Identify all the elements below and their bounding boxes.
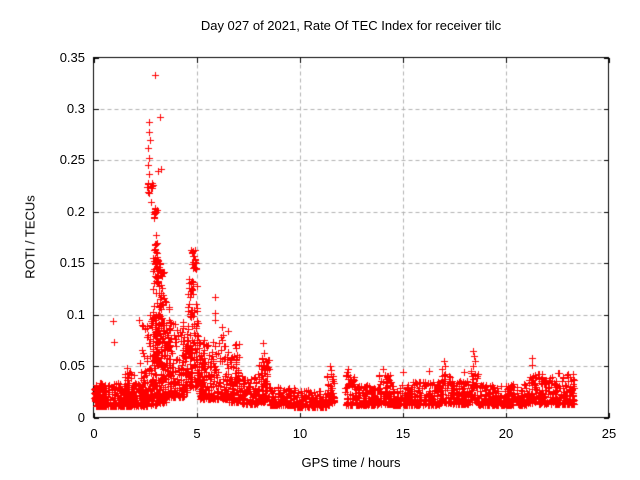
x-tick-label: 20 [498,426,514,441]
x-tick-label: 25 [601,426,617,441]
y-tick-label: 0.15 [59,255,85,270]
y-tick-label: 0.1 [66,307,85,322]
y-tick-label: 0.2 [66,204,85,219]
y-tick-label: 0.3 [66,101,85,116]
x-tick-label: 5 [193,426,201,441]
y-tick-label: 0.25 [59,152,85,167]
x-tick-label: 15 [395,426,411,441]
x-tick-label: 10 [292,426,308,441]
y-tick-label: 0 [77,410,85,425]
chart-title: Day 027 of 2021, Rate Of TEC Index for r… [200,18,502,33]
x-axis-label: GPS time / hours [301,455,401,470]
y-tick-label: 0.35 [59,50,85,65]
x-tick-label: 0 [90,426,98,441]
y-tick-label: 0.05 [59,358,85,373]
